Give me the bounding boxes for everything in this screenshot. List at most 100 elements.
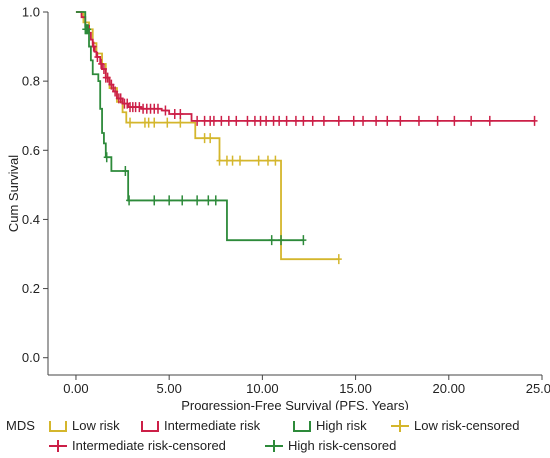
censor-mark-intermediate-risk <box>177 108 184 119</box>
series-intermediate-risk <box>75 11 538 126</box>
legend-title: MDS <box>6 418 35 433</box>
legend: MDS Low risk Intermediate risk High risk… <box>0 410 550 458</box>
censor-mark-intermediate-risk <box>270 115 277 126</box>
censor-mark-high-risk <box>126 195 133 206</box>
censor-mark-intermediate-risk <box>320 115 327 126</box>
censor-mark-intermediate-risk <box>171 108 178 119</box>
censor-mark-intermediate-risk <box>136 102 143 113</box>
censor-mark-intermediate-risk <box>225 115 232 126</box>
x-tick-label: 0.00 <box>63 381 88 396</box>
censor-mark-high-risk <box>194 195 201 206</box>
censor-mark-intermediate-risk <box>257 115 264 126</box>
censor-mark-intermediate-risk <box>108 79 115 90</box>
legend-item-low-risk: Low risk <box>48 418 120 433</box>
censor-mark-high-risk <box>268 235 275 246</box>
censor-mark-low-risk <box>151 117 158 128</box>
censor-mark-intermediate-risk <box>94 51 101 62</box>
x-tick-label: 10.00 <box>246 381 279 396</box>
legend-item-intermediate-risk: Intermediate risk <box>140 418 260 433</box>
censor-mark-intermediate-risk <box>292 115 299 126</box>
censor-mark-low-risk <box>207 133 214 144</box>
censor-mark-high-risk <box>212 195 219 206</box>
axes: 0.00 5.00 10.00 15.00 20.00 25.00 0.0 0.2 0.4 0.… <box>22 5 550 397</box>
legend-label: High risk <box>316 418 367 433</box>
x-tick-label: 5.00 <box>157 381 182 396</box>
survival-curve-high-risk <box>75 11 304 242</box>
censor-mark-intermediate-risk <box>233 115 240 126</box>
y-tick-label: 0.0 <box>22 350 40 365</box>
censor-mark-intermediate-risk <box>100 64 107 75</box>
legend-label: High risk-censored <box>288 438 397 453</box>
survival-curve-intermediate-risk <box>75 11 535 122</box>
censor-mark-low-risk <box>229 155 236 166</box>
censor-mark-low-risk <box>145 117 152 128</box>
legend-swatch-low-risk <box>49 420 67 432</box>
censor-mark-high-risk <box>278 235 285 246</box>
censor-mark-intermediate-risk <box>117 93 124 104</box>
censor-mark-high-risk <box>103 152 110 163</box>
censor-mark-intermediate-risk <box>373 115 380 126</box>
legend-swatch-intermediate-risk-censored <box>49 439 67 452</box>
censor-mark-intermediate-risk <box>309 115 316 126</box>
y-tick-label: 0.2 <box>22 281 40 296</box>
censor-mark-intermediate-risk <box>283 115 290 126</box>
censor-mark-low-risk <box>335 254 342 265</box>
censor-mark-intermediate-risk <box>300 115 307 126</box>
censor-mark-high-risk <box>166 195 173 206</box>
legend-item-intermediate-risk-censored: Intermediate risk-censored <box>48 438 226 453</box>
y-tick-label: 1.0 <box>22 5 40 20</box>
censor-mark-intermediate-risk <box>112 86 119 97</box>
censor-mark-intermediate-risk <box>384 115 391 126</box>
censor-mark-intermediate-risk <box>201 115 208 126</box>
censor-mark-intermediate-risk <box>194 115 201 126</box>
x-tick-label: 20.00 <box>433 381 466 396</box>
series-high-risk <box>75 11 307 246</box>
series-layer <box>75 11 538 265</box>
censor-mark-intermediate-risk <box>415 115 422 126</box>
censor-mark-intermediate-risk <box>244 115 251 126</box>
censor-mark-low-risk <box>264 155 271 166</box>
y-axis-label: Cum Survival <box>6 155 21 232</box>
censor-mark-low-risk <box>216 155 223 166</box>
censor-mark-high-risk <box>151 195 158 206</box>
censor-mark-intermediate-risk <box>251 115 258 126</box>
censor-mark-intermediate-risk <box>360 115 367 126</box>
plot-area <box>75 11 538 265</box>
censor-mark-intermediate-risk <box>263 115 270 126</box>
legend-swatch-low-risk-censored <box>391 419 409 432</box>
km-survival-chart: 0.00 5.00 10.00 15.00 20.00 25.00 0.0 0.2 0.4 0.… <box>6 5 550 411</box>
censor-mark-high-risk <box>205 195 212 206</box>
x-tick-label: 25.00 <box>526 381 550 396</box>
censor-mark-low-risk <box>255 155 262 166</box>
legend-swatch-intermediate-risk <box>141 420 159 432</box>
censor-mark-low-risk <box>164 117 171 128</box>
censor-mark-intermediate-risk <box>104 72 111 83</box>
censor-mark-intermediate-risk <box>98 58 105 69</box>
censor-mark-low-risk <box>237 155 244 166</box>
censor-mark-intermediate-risk <box>468 115 475 126</box>
x-axis-ticks: 0.00 5.00 10.00 15.00 20.00 25.00 <box>63 375 550 396</box>
censor-mark-low-risk <box>272 155 279 166</box>
censor-mark-intermediate-risk <box>486 115 493 126</box>
censor-mark-intermediate-risk <box>210 115 217 126</box>
legend-item-low-risk-censored: Low risk-censored <box>390 418 520 433</box>
legend-swatch-high-risk <box>293 420 311 432</box>
censor-mark-intermediate-risk <box>397 115 404 126</box>
censor-mark-intermediate-risk <box>276 115 283 126</box>
x-tick-label: 15.00 <box>339 381 372 396</box>
legend-label: Intermediate risk <box>164 418 261 433</box>
censor-mark-intermediate-risk <box>350 115 357 126</box>
censor-mark-intermediate-risk <box>335 115 342 126</box>
x-axis-label: Progression-Free Survival (PFS, Years) <box>181 398 409 410</box>
y-tick-label: 0.4 <box>22 212 40 227</box>
censor-mark-intermediate-risk <box>162 105 169 116</box>
survival-curve-low-risk <box>75 11 339 261</box>
censor-mark-high-risk <box>85 24 92 35</box>
legend-label: Intermediate risk-censored <box>72 438 226 453</box>
legend-label: Low risk-censored <box>414 418 520 433</box>
legend-label: Low risk <box>72 418 120 433</box>
censor-mark-intermediate-risk <box>154 103 161 114</box>
y-tick-label: 0.8 <box>22 74 40 89</box>
censor-mark-intermediate-risk <box>434 115 441 126</box>
censor-mark-intermediate-risk <box>451 115 458 126</box>
